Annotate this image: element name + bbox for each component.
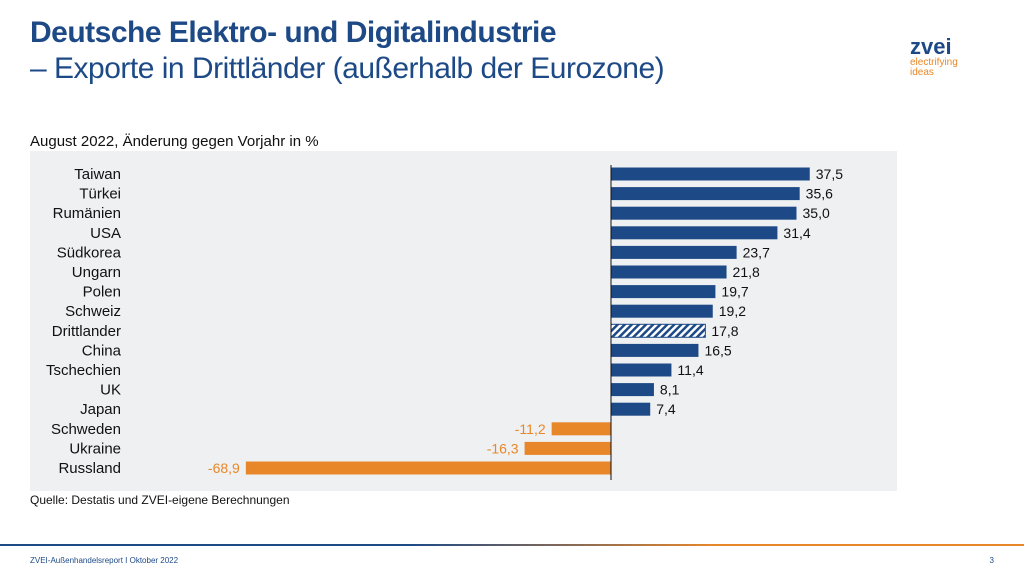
bar-polen — [611, 285, 716, 299]
value-label: 19,7 — [721, 284, 748, 300]
bar-ungarn — [611, 265, 727, 279]
category-label: Türkei — [79, 186, 121, 203]
category-label: Rumänien — [53, 205, 121, 222]
bar-schweiz — [611, 304, 713, 318]
category-label: Ungarn — [72, 264, 121, 281]
bar-drittlander — [610, 323, 706, 338]
value-label: 21,8 — [733, 264, 760, 280]
page-subtitle: – Exporte in Drittländer (außerhalb der … — [30, 52, 665, 85]
category-label: Schweden — [51, 421, 121, 438]
category-label: Schweiz — [65, 303, 121, 320]
bar-türkei — [611, 187, 800, 201]
value-label: 35,0 — [803, 205, 830, 221]
zvei-logo: zvei electrifying ideas — [910, 36, 958, 78]
value-label: -68,9 — [208, 460, 240, 476]
category-label: Drittlander — [52, 323, 121, 340]
chart-source: Quelle: Destatis und ZVEI-eigene Berechn… — [30, 493, 290, 507]
value-label: 8,1 — [660, 382, 680, 398]
logo-name: zvei — [910, 34, 952, 59]
category-label: Ukraine — [69, 440, 121, 457]
footer-divider — [0, 544, 1024, 546]
value-label: 17,8 — [711, 323, 738, 339]
category-label: Tschechien — [46, 362, 121, 379]
category-label: China — [82, 342, 122, 359]
bar-taiwan — [611, 167, 810, 181]
value-label: 37,5 — [816, 166, 843, 182]
bar-südkorea — [611, 245, 737, 259]
chart-subtitle: August 2022, Änderung gegen Vorjahr in % — [30, 133, 319, 150]
category-label: Taiwan — [74, 166, 121, 183]
bar-rumänien — [611, 206, 797, 220]
bar-tschechien — [611, 363, 672, 377]
bar-usa — [611, 226, 778, 240]
value-label: 23,7 — [743, 244, 770, 260]
logo-tagline-1: electrifying — [910, 57, 958, 68]
value-label: 7,4 — [656, 401, 676, 417]
value-label: 19,2 — [719, 303, 746, 319]
value-label: -11,2 — [515, 421, 546, 437]
value-label: 35,6 — [806, 186, 833, 202]
logo-tagline-2: ideas — [910, 67, 934, 78]
value-label: -16,3 — [487, 440, 519, 456]
page-title: Deutsche Elektro- und Digitalindustrie — [30, 16, 557, 49]
value-label: 16,5 — [704, 342, 731, 358]
value-label: 31,4 — [783, 225, 810, 241]
category-label: Russland — [58, 460, 121, 477]
bar-ukraine — [524, 441, 611, 455]
bar-china — [611, 343, 699, 357]
category-label: Polen — [83, 284, 121, 301]
bar-uk — [611, 383, 654, 397]
bar-schweden — [551, 422, 611, 436]
category-label: UK — [100, 382, 121, 399]
footer-text: ZVEI-Außenhandelsreport I Oktober 2022 — [30, 556, 179, 565]
bar-japan — [611, 402, 651, 416]
category-label: Südkorea — [57, 244, 122, 261]
page-number: 3 — [989, 556, 994, 565]
category-label: USA — [90, 225, 121, 242]
value-label: 11,4 — [677, 362, 703, 378]
category-label: Japan — [80, 401, 121, 418]
bar-russland — [245, 461, 611, 475]
